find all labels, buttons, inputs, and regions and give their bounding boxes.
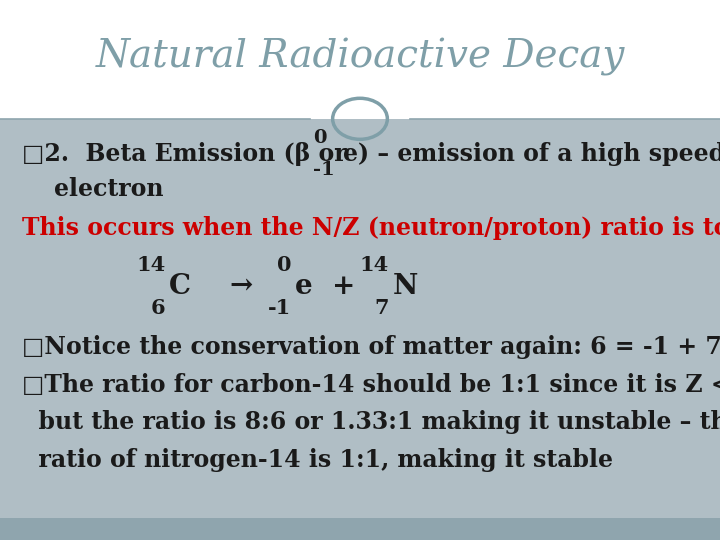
Text: +: +	[333, 273, 356, 300]
Text: electron: electron	[54, 177, 163, 201]
FancyBboxPatch shape	[0, 119, 720, 518]
Text: -1: -1	[313, 161, 335, 179]
Text: □2.  Beta Emission (β or: □2. Beta Emission (β or	[22, 142, 354, 166]
Text: 6: 6	[151, 298, 166, 318]
Text: N: N	[392, 273, 418, 300]
Text: →: →	[230, 273, 253, 300]
Text: but the ratio is 8:6 or 1.33:1 making it unstable – the final: but the ratio is 8:6 or 1.33:1 making it…	[22, 410, 720, 434]
Text: C: C	[169, 273, 192, 300]
Text: 0: 0	[277, 254, 292, 275]
Text: e) – emission of a high speed: e) – emission of a high speed	[343, 142, 720, 166]
Text: This occurs when the N/Z (neutron/proton) ratio is too large: This occurs when the N/Z (neutron/proton…	[22, 216, 720, 240]
Text: □The ratio for carbon-14 should be 1:1 since it is Z < 20,: □The ratio for carbon-14 should be 1:1 s…	[22, 373, 720, 396]
Text: Natural Radioactive Decay: Natural Radioactive Decay	[95, 38, 625, 76]
Text: e: e	[295, 273, 313, 300]
Text: 0: 0	[313, 129, 327, 147]
Text: ratio of nitrogen-14 is 1:1, making it stable: ratio of nitrogen-14 is 1:1, making it s…	[22, 448, 613, 472]
FancyBboxPatch shape	[0, 0, 720, 119]
Text: -1: -1	[269, 298, 292, 318]
Text: □Notice the conservation of matter again: 6 = -1 + 7: □Notice the conservation of matter again…	[22, 335, 720, 359]
Text: 14: 14	[136, 254, 166, 275]
Text: 14: 14	[359, 254, 389, 275]
FancyBboxPatch shape	[0, 518, 720, 540]
Text: 7: 7	[374, 298, 389, 318]
